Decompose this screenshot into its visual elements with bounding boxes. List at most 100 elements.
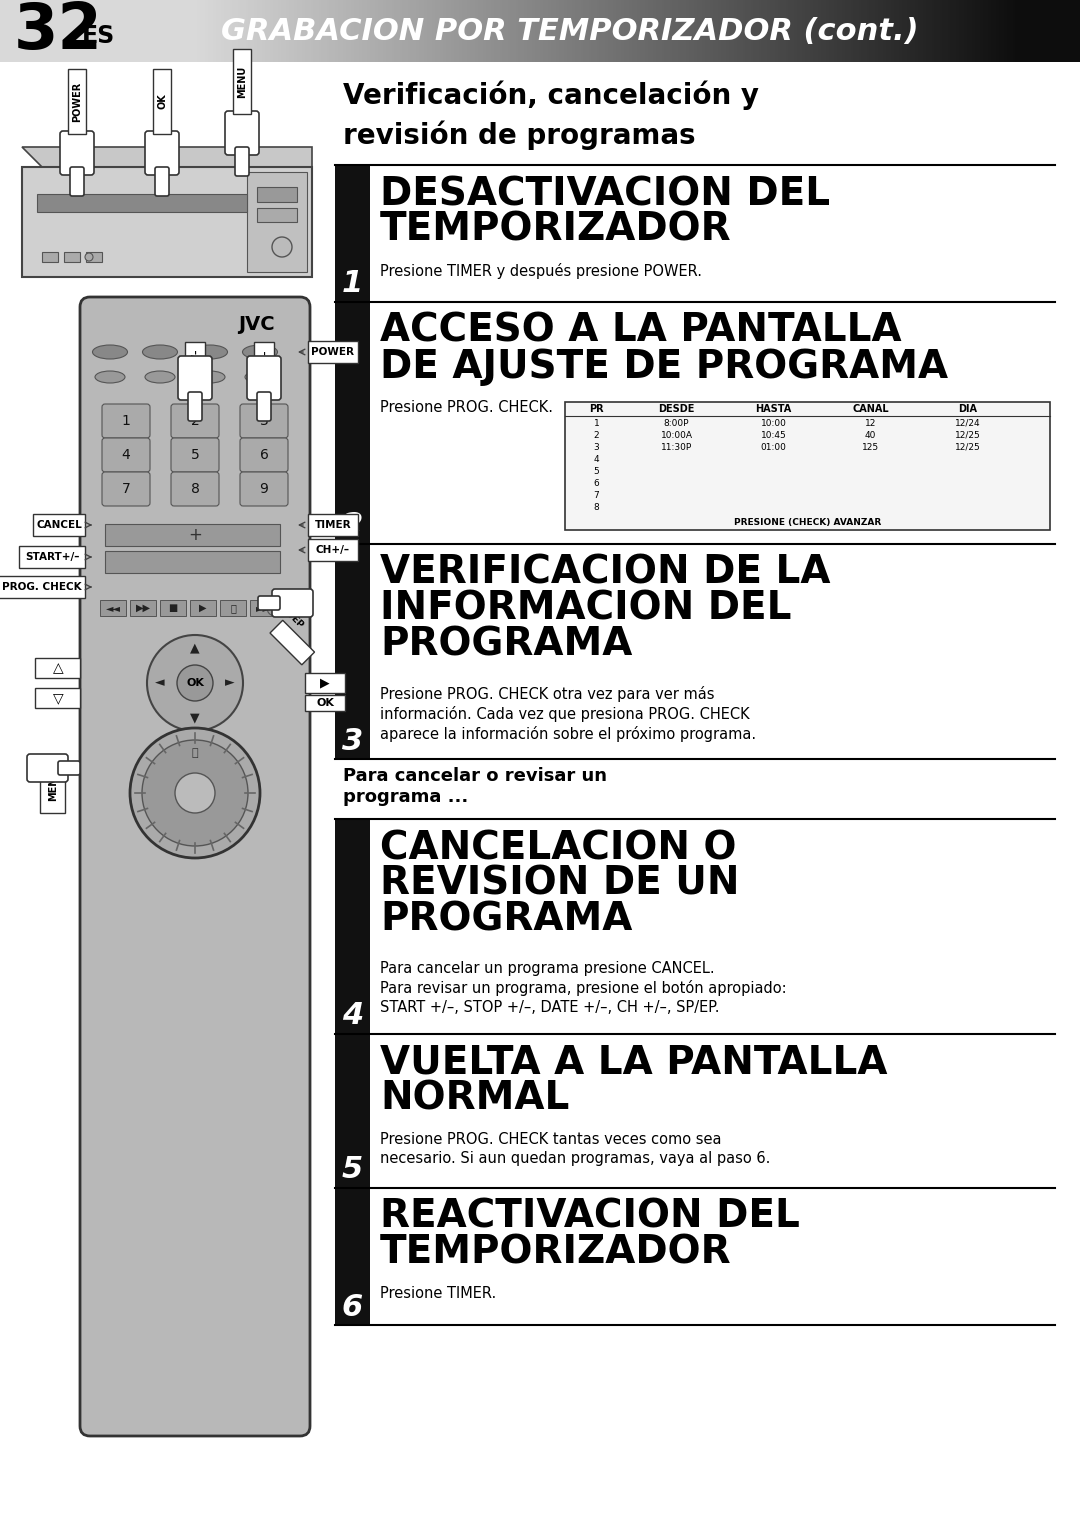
Bar bbox=[970, 0, 973, 63]
Bar bbox=[167, 0, 171, 63]
Text: POWER: POWER bbox=[311, 346, 354, 357]
Bar bbox=[1058, 0, 1062, 63]
Bar bbox=[308, 340, 357, 363]
Bar bbox=[387, 0, 390, 63]
Ellipse shape bbox=[145, 371, 175, 383]
Text: CANCELACION O
REVISION DE UN
PROGRAMA: CANCELACION O REVISION DE UN PROGRAMA bbox=[380, 829, 740, 938]
Bar bbox=[113, 0, 117, 63]
Text: 40: 40 bbox=[865, 430, 876, 439]
Bar bbox=[335, 543, 370, 758]
Bar bbox=[335, 1035, 370, 1189]
Bar bbox=[416, 0, 419, 63]
Bar bbox=[802, 0, 806, 63]
Text: Para cancelar o revisar un
programa ...: Para cancelar o revisar un programa ... bbox=[343, 768, 607, 807]
Text: DATE+/–: DATE+/– bbox=[259, 349, 269, 391]
Bar bbox=[819, 0, 822, 63]
Bar bbox=[459, 0, 462, 63]
Text: 01:00: 01:00 bbox=[760, 443, 786, 452]
FancyBboxPatch shape bbox=[60, 131, 94, 175]
Bar bbox=[751, 0, 754, 63]
Bar bbox=[832, 0, 835, 63]
Bar bbox=[381, 0, 384, 63]
Text: 3: 3 bbox=[259, 414, 268, 427]
Text: START+/–: START+/– bbox=[25, 552, 79, 562]
Bar bbox=[535, 0, 538, 63]
Bar bbox=[497, 0, 500, 63]
Bar bbox=[740, 0, 743, 63]
Bar bbox=[218, 0, 222, 63]
Bar bbox=[67, 0, 71, 63]
Ellipse shape bbox=[192, 345, 228, 359]
Bar bbox=[794, 0, 797, 63]
Bar bbox=[629, 0, 633, 63]
Bar bbox=[432, 0, 435, 63]
Bar bbox=[124, 0, 127, 63]
Bar bbox=[308, 539, 357, 562]
Circle shape bbox=[267, 600, 283, 617]
Ellipse shape bbox=[195, 371, 225, 383]
Polygon shape bbox=[22, 146, 312, 166]
Text: Presione TIMER.: Presione TIMER. bbox=[380, 1286, 496, 1302]
Circle shape bbox=[177, 665, 213, 700]
Bar bbox=[916, 0, 919, 63]
Bar bbox=[11, 0, 14, 63]
Bar bbox=[983, 0, 986, 63]
Bar bbox=[100, 600, 126, 617]
Bar bbox=[842, 0, 846, 63]
Text: Verificación, cancelación y: Verificación, cancelación y bbox=[343, 79, 759, 110]
Bar bbox=[920, 0, 924, 63]
Text: 10:00A: 10:00A bbox=[661, 430, 692, 439]
Bar bbox=[144, 0, 147, 63]
Text: ▶: ▶ bbox=[199, 603, 206, 613]
Text: OK: OK bbox=[316, 697, 334, 708]
Bar bbox=[270, 0, 273, 63]
Bar bbox=[1018, 0, 1022, 63]
Bar bbox=[405, 0, 408, 63]
Bar bbox=[311, 0, 314, 63]
Bar bbox=[297, 0, 300, 63]
Bar bbox=[441, 0, 444, 63]
Bar bbox=[821, 0, 824, 63]
Bar bbox=[769, 0, 773, 63]
Bar bbox=[225, 0, 228, 63]
Text: 8: 8 bbox=[190, 482, 200, 496]
Bar bbox=[73, 0, 77, 63]
FancyBboxPatch shape bbox=[272, 589, 313, 617]
Bar bbox=[138, 0, 141, 63]
Bar bbox=[551, 0, 554, 63]
Bar bbox=[259, 0, 262, 63]
Bar bbox=[689, 0, 692, 63]
Bar bbox=[929, 0, 932, 63]
Bar bbox=[154, 0, 158, 63]
Bar bbox=[270, 620, 314, 665]
Bar bbox=[875, 0, 878, 63]
Text: ▶: ▶ bbox=[320, 676, 329, 690]
Bar bbox=[457, 0, 460, 63]
Bar bbox=[130, 0, 133, 63]
Text: 4: 4 bbox=[342, 1001, 363, 1030]
Bar bbox=[257, 188, 297, 201]
Bar bbox=[171, 0, 174, 63]
Text: 6: 6 bbox=[594, 479, 599, 487]
Bar bbox=[808, 0, 811, 63]
Bar bbox=[840, 0, 843, 63]
Bar bbox=[410, 0, 414, 63]
Bar bbox=[42, 252, 58, 262]
Bar bbox=[70, 0, 73, 63]
Bar bbox=[891, 0, 894, 63]
Bar bbox=[59, 0, 63, 63]
Bar bbox=[889, 0, 892, 63]
Text: 10:45: 10:45 bbox=[760, 430, 786, 439]
FancyBboxPatch shape bbox=[80, 298, 310, 1436]
Bar bbox=[419, 0, 422, 63]
Bar bbox=[322, 0, 325, 63]
Bar bbox=[972, 0, 975, 63]
Bar bbox=[481, 0, 484, 63]
Bar bbox=[640, 0, 644, 63]
Bar bbox=[605, 0, 608, 63]
Bar bbox=[1053, 0, 1056, 63]
Bar bbox=[462, 0, 465, 63]
Text: HASTA: HASTA bbox=[755, 404, 792, 414]
Bar bbox=[162, 0, 165, 63]
Bar bbox=[1015, 0, 1018, 63]
